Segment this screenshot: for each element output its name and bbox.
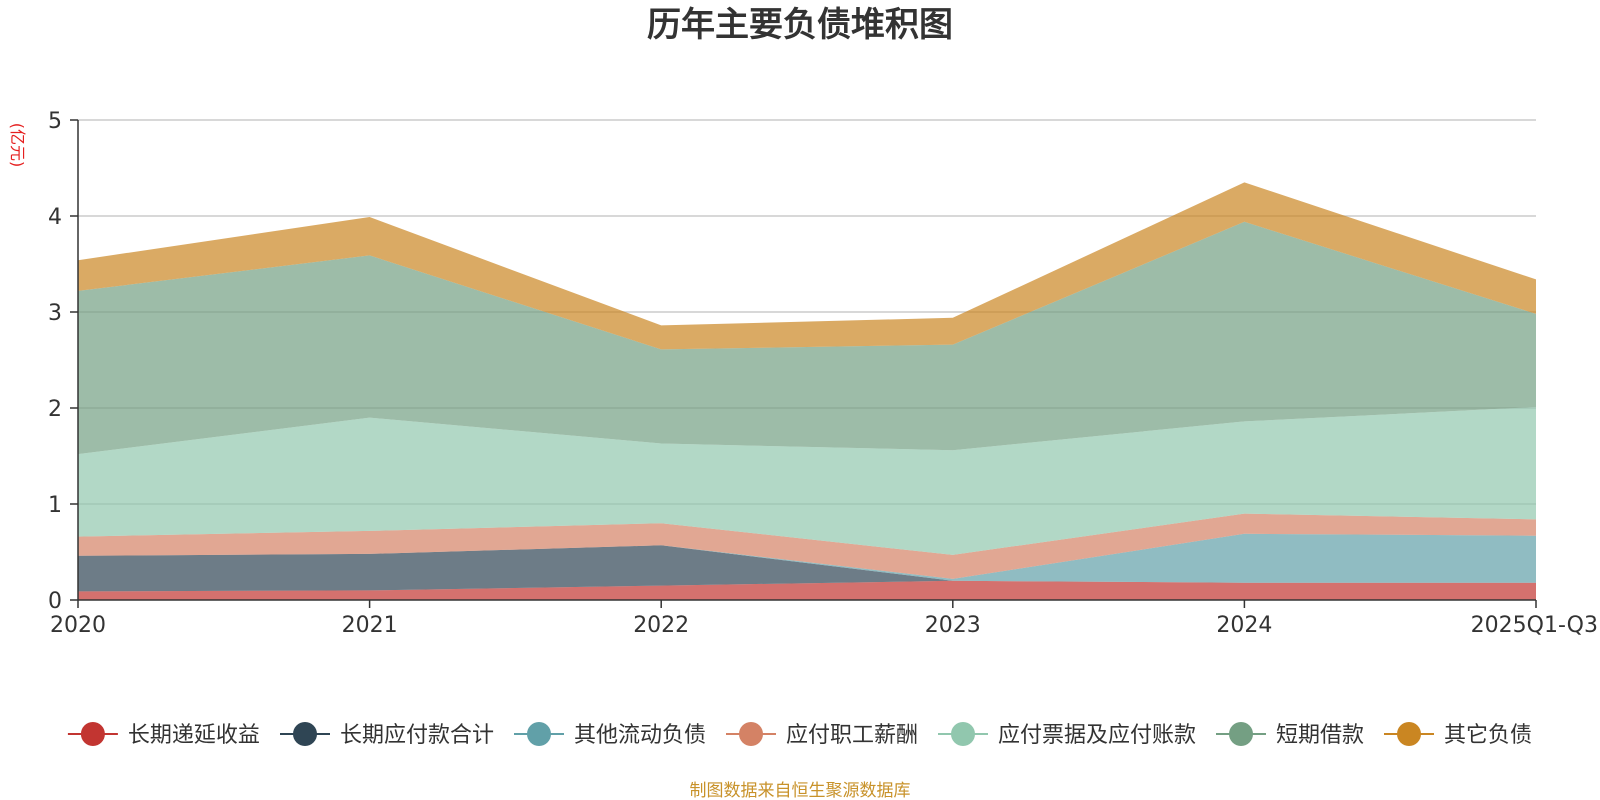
legend-marker	[80, 722, 105, 746]
area-series-5	[78, 221, 1536, 455]
legend-item[interactable]: 其他流动负债	[514, 722, 706, 748]
y-axis-unit-label: (亿元)	[8, 123, 27, 168]
legend-label: 应付票据及应付账款	[998, 723, 1196, 748]
legend-item[interactable]: 应付职工薪酬	[726, 722, 918, 748]
x-tick-label: 2025Q1-Q3	[1471, 613, 1598, 638]
areas	[78, 182, 1536, 600]
area-series-1	[78, 545, 1536, 592]
x-tick-label: 2021	[342, 613, 398, 638]
x-tick-label: 2020	[50, 613, 106, 638]
legend-label: 其它负债	[1444, 723, 1532, 748]
legend-marker	[1397, 722, 1421, 746]
legend-label: 应付职工薪酬	[786, 723, 918, 748]
x-tick-label: 2023	[925, 613, 981, 638]
y-tick-label: 2	[48, 397, 62, 422]
y-tick-label: 3	[48, 301, 62, 326]
x-tick-label: 2022	[633, 613, 689, 638]
legend-item[interactable]: 短期借款	[1216, 722, 1364, 748]
legend-marker	[951, 722, 975, 746]
y-tick-label: 5	[48, 109, 62, 134]
chart-title: 历年主要负债堆积图	[647, 5, 953, 45]
source-note: 制图数据来自恒生聚源数据库	[690, 781, 911, 800]
legend-marker	[527, 722, 551, 746]
area-series-4	[78, 407, 1536, 555]
legend-item[interactable]: 长期应付款合计	[280, 722, 494, 748]
legend-marker	[293, 722, 317, 746]
area-series-0	[78, 580, 1536, 600]
legend-item[interactable]: 其它负债	[1384, 722, 1532, 748]
y-tick-label: 1	[48, 493, 62, 518]
legend-label: 长期应付款合计	[340, 723, 494, 748]
legend-item[interactable]: 长期递延收益	[67, 722, 260, 748]
legend: 长期递延收益 长期应付款合计 其他流动负债 应付职工薪酬 应付票据及应付账款 短期借款 其它…	[67, 722, 1532, 748]
legend-marker	[739, 722, 763, 746]
legend-label: 其他流动负债	[574, 723, 706, 748]
legend-label: 短期借款	[1276, 723, 1364, 748]
legend-marker	[1229, 722, 1253, 746]
legend-label: 长期递延收益	[128, 723, 260, 748]
x-tick-label: 2024	[1216, 613, 1272, 638]
area-series-2	[78, 533, 1536, 583]
area-series-6	[78, 182, 1536, 350]
y-tick-label: 4	[48, 205, 62, 230]
y-tick-label: 0	[48, 589, 62, 614]
legend-item[interactable]: 应付票据及应付账款	[938, 722, 1196, 748]
area-series-3	[78, 513, 1536, 579]
axes: 0 1 2 3 4 5 2020 2021 2022 2023 2024 2025Q1-Q3	[48, 109, 1598, 638]
